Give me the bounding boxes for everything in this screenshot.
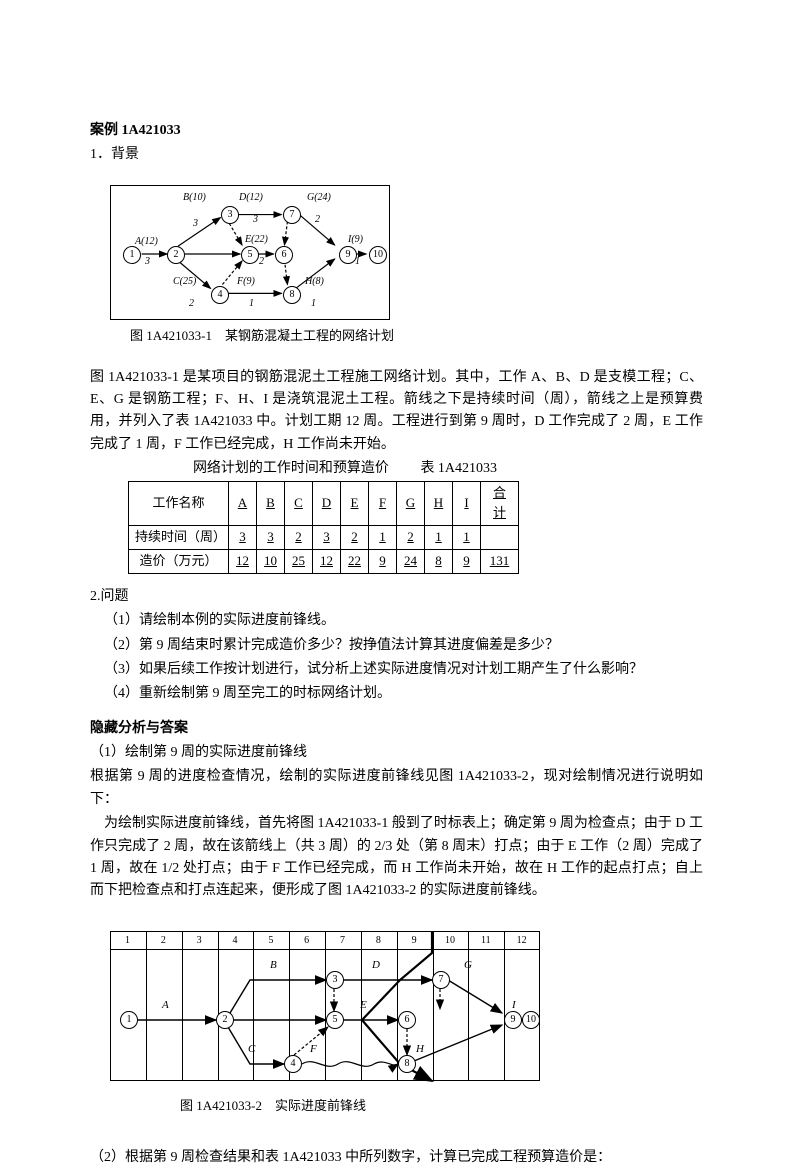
answer-1-title: （1）绘制第 9 周的实际进度前锋线	[90, 742, 703, 764]
table-title-left: 网络计划的工作时间和预算造价	[193, 461, 389, 476]
table-cell: 造价（万元）	[129, 549, 229, 573]
diagram-label: 1	[249, 296, 254, 312]
diagram-label: E	[360, 997, 367, 1015]
diagram-label: 2	[189, 296, 194, 312]
diagram-node: 8	[283, 286, 301, 304]
question-4: （4）重新绘制第 9 周至完工的时标网络计划。	[90, 683, 703, 705]
network-diagram-2: 123456789101112	[110, 913, 540, 1088]
diagram-node: 1	[123, 246, 141, 264]
table-cell: F	[369, 481, 397, 526]
table-cell: 2	[341, 526, 369, 550]
diagram-node: 10	[522, 1011, 540, 1029]
questions-title: 2.问题	[90, 586, 703, 608]
table-cell: B	[257, 481, 285, 526]
diagram-label: D(12)	[239, 190, 263, 206]
table-cell: 8	[425, 549, 453, 573]
table-cell: 24	[397, 549, 425, 573]
diagram-label: D	[372, 957, 380, 975]
diagram-node: 8	[398, 1055, 416, 1073]
diagram-label: G	[464, 957, 472, 975]
work-table: 工作名称ABCDEFGHI合计持续时间（周）332321211造价（万元）121…	[128, 481, 519, 574]
question-2: （2）第 9 周结束时累计完成造价多少？按挣值法计算其进度偏差是多少？	[90, 635, 703, 657]
diagram-label: H	[416, 1041, 424, 1059]
network-diagram-1: 12345678910 A(12)3B(10)3C(25)2D(12)3E(22…	[110, 185, 390, 320]
table-cell: 9	[369, 549, 397, 573]
diagram-node: 5	[241, 246, 259, 264]
table-cell: 9	[453, 549, 481, 573]
table-cell: 1	[369, 526, 397, 550]
diagram2-caption: 图 1A421033-2 实际进度前锋线	[180, 1096, 703, 1117]
question-3: （3）如果后续工作按计划进行，试分析上述实际进度情况对计划工期产生了什么影响？	[90, 659, 703, 681]
table-cell: 2	[397, 526, 425, 550]
diagram-label: 3	[253, 212, 258, 228]
diagram-node: 9	[504, 1011, 522, 1029]
table-cell: G	[397, 481, 425, 526]
table-cell: 3	[229, 526, 257, 550]
table-cell: C	[285, 481, 313, 526]
diagram-label: C(25)	[173, 274, 196, 290]
diagram-node: 2	[167, 246, 185, 264]
table-cell: 131	[481, 549, 519, 573]
table-cell: 3	[257, 526, 285, 550]
diagram-node: 3	[221, 206, 239, 224]
answers-title: 隐藏分析与答案	[90, 718, 703, 740]
table-cell: 持续时间（周）	[129, 526, 229, 550]
diagram-node: 4	[211, 286, 229, 304]
diagram-node: 6	[398, 1011, 416, 1029]
diagram-label: 2	[315, 212, 320, 228]
table-cell: 合计	[481, 481, 519, 526]
diagram-node: 7	[432, 971, 450, 989]
diagram-label: 2	[259, 254, 264, 270]
table-cell: 12	[313, 549, 341, 573]
diagram-node: 1	[120, 1011, 138, 1029]
diagram-label: F(9)	[237, 274, 255, 290]
diagram-label: 3	[193, 216, 198, 232]
table-cell: H	[425, 481, 453, 526]
answer-1-p2: 为绘制实际进度前锋线，首先将图 1A421033-1 般到了时标表上；确定第 9…	[90, 813, 703, 903]
table-cell: 1	[453, 526, 481, 550]
background-text: 图 1A421033-1 是某项目的钢筋混泥土工程施工网络计划。其中，工作 A、…	[90, 367, 703, 457]
table-cell: 2	[285, 526, 313, 550]
diagram-node: 9	[339, 246, 357, 264]
diagram-label: A(12)	[135, 234, 158, 250]
diagram-label: B	[270, 957, 277, 975]
table-cell: E	[341, 481, 369, 526]
diagram-node: 5	[326, 1011, 344, 1029]
diagram-label: C	[248, 1041, 255, 1059]
table-title-right: 表 1A421033	[420, 461, 497, 476]
diagram-label: 1	[311, 296, 316, 312]
answer-1-p1: 根据第 9 周的进度检查情况，绘制的实际进度前锋线见图 1A421033-2，现…	[90, 766, 703, 811]
diagram-node: 7	[283, 206, 301, 224]
diagram-node: 10	[369, 246, 387, 264]
table-cell	[481, 526, 519, 550]
table-cell: 22	[341, 549, 369, 573]
background-label: 1．背景	[90, 144, 703, 166]
answer-2-start: （2）根据第 9 周检查结果和表 1A421033 中所列数字，计算已完成工程预…	[90, 1147, 703, 1169]
diagram-node: 2	[216, 1011, 234, 1029]
table-cell: 工作名称	[129, 481, 229, 526]
diagram-label: F	[310, 1041, 317, 1059]
table-cell: A	[229, 481, 257, 526]
question-1: （1）请绘制本例的实际进度前锋线。	[90, 610, 703, 632]
diagram-label: A	[162, 997, 169, 1015]
diagram-label: G(24)	[307, 190, 331, 206]
diagram-label: H(8)	[305, 274, 324, 290]
table-title-row: 网络计划的工作时间和预算造价 表 1A421033	[130, 458, 560, 480]
table-cell: I	[453, 481, 481, 526]
diagram-node: 6	[275, 246, 293, 264]
diagram1-caption: 图 1A421033-1 某钢筋混凝土工程的网络计划	[130, 326, 703, 347]
table-cell: D	[313, 481, 341, 526]
diagram-node: 3	[326, 971, 344, 989]
diagram-node: 4	[284, 1055, 302, 1073]
diagram-label: B(10)	[183, 190, 206, 206]
table-cell: 10	[257, 549, 285, 573]
diagram-label: 3	[145, 254, 150, 270]
table-cell: 3	[313, 526, 341, 550]
table-cell: 25	[285, 549, 313, 573]
table-cell: 1	[425, 526, 453, 550]
table-cell: 12	[229, 549, 257, 573]
case-title: 案例 1A421033	[90, 120, 703, 142]
